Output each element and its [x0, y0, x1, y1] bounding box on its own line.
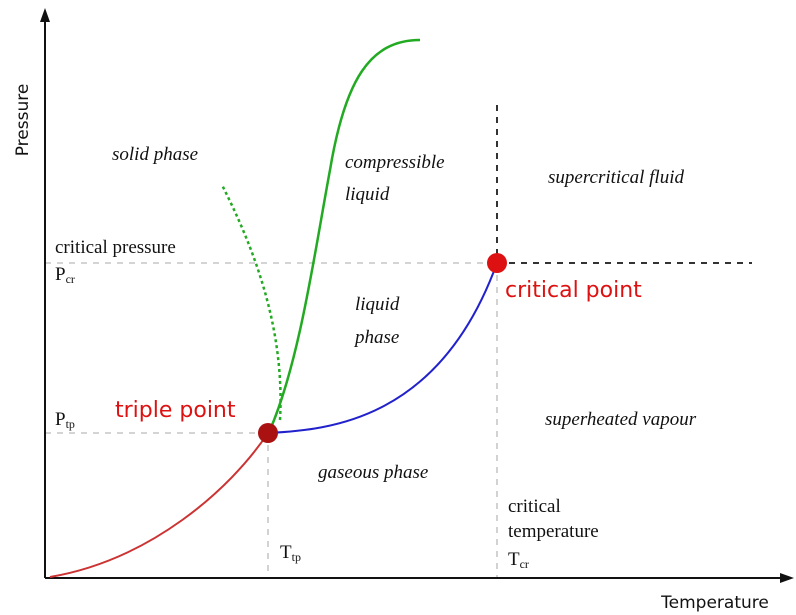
y-axis-label: Pressure [13, 84, 33, 157]
region-label: liquid [345, 184, 390, 205]
melting-curve [268, 38, 421, 431]
axis-note: critical [508, 496, 561, 517]
point-label: triple point [115, 398, 236, 423]
point-label: critical point [505, 278, 642, 303]
symbol-letter: P [55, 409, 66, 430]
region-label: phase [353, 327, 399, 348]
triple-point-marker [258, 423, 278, 443]
symbol-letter: P [55, 264, 66, 285]
symbol-subscript: tp [66, 417, 75, 431]
region-label: solid phase [112, 144, 198, 165]
symbol: Ttp [280, 542, 301, 564]
axis-note: critical pressure [55, 237, 176, 258]
sublimation-curve [49, 432, 269, 578]
x-axis-arrow [780, 573, 794, 583]
critical-point-marker [487, 253, 507, 273]
melting-curve-anomalous [220, 184, 282, 421]
symbol-subscript: cr [66, 272, 75, 286]
x-axis-label: Temperature [660, 593, 769, 613]
region-label: gaseous phase [318, 462, 428, 483]
symbol-letter: T [280, 542, 292, 563]
region-label: compressible [345, 152, 445, 173]
axis-note: temperature [508, 521, 599, 542]
region-label: supercritical fluid [548, 167, 684, 188]
symbol: Pcr [55, 264, 75, 286]
vaporization-curve [267, 262, 498, 434]
symbol: Ptp [55, 409, 75, 431]
region-label: superheated vapour [545, 409, 697, 430]
symbol-subscript: cr [520, 557, 529, 571]
symbol-letter: T [508, 549, 520, 570]
region-label: liquid [355, 294, 400, 315]
symbol: Tcr [508, 549, 529, 571]
y-axis-arrow [40, 8, 50, 22]
symbol-subscript: tp [292, 550, 301, 564]
